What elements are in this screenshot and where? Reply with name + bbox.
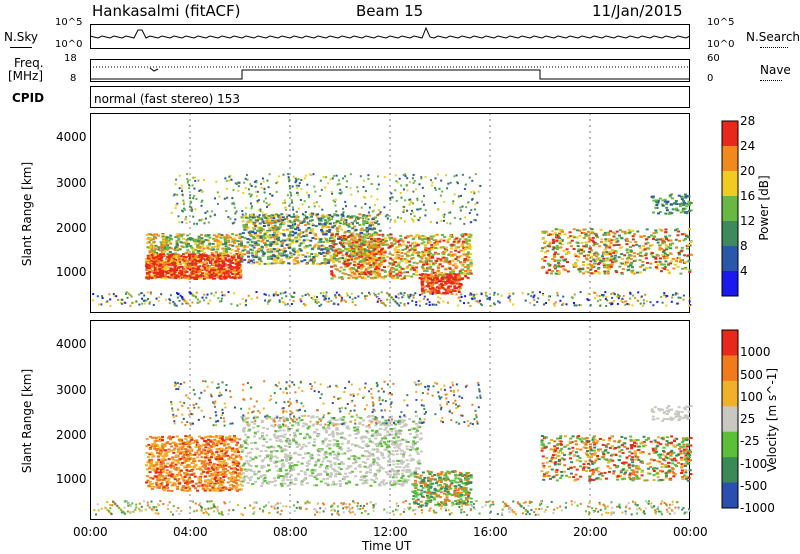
- power-heatmap: [91, 113, 693, 313]
- nave-label: Nave: [760, 63, 791, 77]
- colorbar-swatch: [722, 431, 738, 458]
- colorbar-tick: 12: [740, 214, 756, 228]
- colorbar-tick: 16: [740, 189, 756, 203]
- freq-tick-bottom: 8: [70, 73, 77, 84]
- colorbar-swatch: [722, 482, 738, 509]
- noise-left-label: N.Sky: [4, 30, 39, 44]
- colorbar-swatch: [722, 406, 738, 433]
- velocity-heatmap: [93, 320, 693, 520]
- freq-label-1: Freq.: [14, 56, 44, 70]
- colorbar-swatch: [722, 196, 738, 222]
- power-ytick: 3000: [56, 176, 87, 190]
- power-ylabel: Slant Range [km]: [20, 161, 34, 267]
- colorbar-tick: 4: [740, 264, 748, 278]
- beam-label: Beam 15: [356, 2, 424, 20]
- cpid-panel: [90, 86, 690, 108]
- colorbar-swatch: [722, 146, 738, 172]
- noise-tick-bottom-left: 10^0: [55, 39, 83, 50]
- colorbar-swatch: [722, 246, 738, 272]
- velocity-colorbar-label: Velocity [m s^-1]: [765, 367, 779, 473]
- colorbar-tick: -25: [740, 434, 760, 449]
- power-ytick: 4000: [56, 130, 87, 144]
- cpid-label: CPID: [12, 91, 45, 105]
- xaxis-label: Time UT: [362, 539, 412, 553]
- noise-tick-top-left: 10^5: [55, 17, 83, 28]
- colorbar-tick: 8: [740, 239, 748, 253]
- xaxis-tick: 00:00: [73, 525, 108, 539]
- colorbar-tick: -100: [740, 456, 768, 471]
- colorbar-tick: -500: [740, 478, 768, 493]
- colorbar-swatch: [722, 271, 738, 297]
- velocity-ytick: 2000: [56, 428, 87, 442]
- xaxis-tick: 04:00: [173, 525, 208, 539]
- xaxis-tick: 12:00: [373, 525, 408, 539]
- colorbar-tick: 20: [740, 164, 756, 178]
- velocity-colorbar: [721, 329, 739, 509]
- power-colorbar-label: Power [dB]: [757, 175, 771, 241]
- colorbar-swatch: [722, 457, 738, 484]
- colorbar-swatch: [722, 171, 738, 197]
- colorbar-swatch: [722, 330, 738, 356]
- colorbar-tick: -1000: [740, 501, 775, 515]
- power-ytick: 2000: [56, 221, 87, 235]
- noise-tick-bottom-right: 10^0: [707, 39, 735, 50]
- cpid-text: normal (fast stereo) 153: [94, 92, 241, 106]
- freq-label-2: [MHz]: [8, 69, 44, 83]
- xaxis-tick: 00:00: [673, 525, 708, 539]
- colorbar-tick: 500: [740, 367, 763, 382]
- nave-tick-top: 60: [707, 53, 720, 64]
- colorbar-tick: 100: [740, 389, 763, 404]
- noise-right-swatch: [760, 47, 788, 48]
- power-colorbar: [721, 120, 739, 297]
- freq-panel: [90, 59, 690, 82]
- velocity-ytick: 1000: [56, 472, 87, 486]
- noise-trace: [89, 26, 691, 39]
- station-title: Hankasalmi (fitACF): [92, 2, 241, 20]
- freq-trace: [90, 66, 690, 80]
- colorbar-tick: 28: [740, 114, 756, 128]
- freq-tick-top: 18: [64, 53, 77, 64]
- date-label: 11/Jan/2015: [592, 2, 683, 20]
- colorbar-swatch: [722, 221, 738, 247]
- noise-left-swatch: [10, 47, 32, 48]
- noise-right-label: N.Search: [746, 30, 800, 44]
- xaxis-tick: 20:00: [573, 525, 608, 539]
- colorbar-swatch: [722, 121, 738, 147]
- colorbar-tick: 1000: [740, 345, 771, 360]
- colorbar-tick: 24: [740, 139, 756, 153]
- colorbar-swatch: [722, 355, 738, 382]
- nave-tick-bottom: 0: [707, 73, 714, 84]
- power-ytick: 1000: [56, 265, 87, 279]
- velocity-ytick: 4000: [56, 337, 87, 351]
- colorbar-tick: 25: [740, 412, 756, 426]
- velocity-ytick: 3000: [56, 383, 87, 397]
- xaxis-tick: 16:00: [473, 525, 508, 539]
- xaxis-tick: 08:00: [273, 525, 308, 539]
- velocity-ylabel: Slant Range [km]: [20, 368, 34, 474]
- colorbar-swatch: [722, 380, 738, 407]
- nave-swatch: [760, 80, 782, 81]
- noise-tick-top-right: 10^5: [707, 17, 735, 28]
